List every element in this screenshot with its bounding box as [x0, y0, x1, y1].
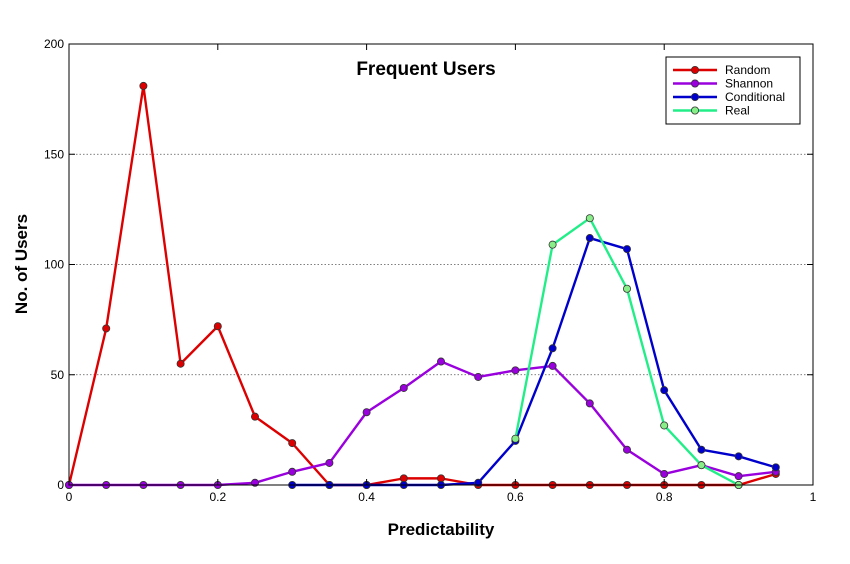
data-point-shannon	[474, 372, 483, 381]
x-tick-label: 0.8	[656, 490, 673, 504]
y-tick-label: 50	[51, 368, 65, 382]
data-point-shannon	[734, 472, 743, 481]
legend-entry-real: Real	[673, 104, 750, 118]
x-tick-label: 0.4	[358, 490, 375, 504]
series-real	[511, 214, 743, 489]
x-tick-label: 0.6	[507, 490, 524, 504]
data-point-real	[660, 421, 669, 430]
legend-label: Shannon	[725, 77, 773, 91]
data-point-random	[213, 322, 222, 331]
data-point-shannon	[399, 383, 408, 392]
legend-entry-shannon: Shannon	[673, 77, 773, 91]
data-point-shannon	[288, 467, 297, 476]
data-point-real	[548, 240, 557, 249]
data-point-shannon	[548, 361, 557, 370]
data-point-shannon	[585, 399, 594, 408]
legend-label: Random	[725, 63, 770, 77]
data-point-shannon	[436, 357, 445, 366]
data-point-conditional	[734, 452, 743, 461]
data-point-real	[697, 461, 706, 470]
data-point-real	[585, 214, 594, 223]
data-point-shannon	[511, 366, 520, 375]
data-point-conditional	[771, 463, 780, 472]
x-tick-label: 0	[66, 490, 73, 504]
data-point-random	[250, 412, 259, 421]
legend-swatch-marker	[691, 93, 700, 102]
y-axis-label: No. of Users	[12, 214, 31, 314]
data-point-shannon	[660, 469, 669, 478]
chart-title: Frequent Users	[356, 59, 495, 80]
x-tick-label: 0.2	[209, 490, 226, 504]
data-point-random	[288, 439, 297, 448]
data-point-conditional	[623, 245, 632, 254]
data-point-conditional	[660, 386, 669, 395]
data-point-shannon	[623, 445, 632, 454]
data-point-real	[623, 284, 632, 293]
legend-swatch-marker	[691, 106, 700, 115]
y-tick-label: 100	[44, 258, 64, 272]
tick-layer: 0 50 100 150 200 0 0.2 0.4 0.6 0.8 1	[44, 37, 817, 504]
data-point-random	[399, 474, 408, 483]
data-point-random	[176, 359, 185, 368]
legend-box	[665, 56, 801, 125]
legend-swatch-marker	[691, 79, 700, 88]
data-point-real	[511, 434, 520, 443]
data-point-shannon	[362, 408, 371, 417]
y-tick-label: 0	[57, 478, 64, 492]
grid-layer	[69, 153, 813, 376]
x-axis-label: Predictability	[388, 520, 495, 539]
data-point-conditional	[548, 344, 557, 353]
legend-label: Real	[725, 104, 750, 118]
legend-entry-conditional: Conditional	[673, 90, 785, 104]
data-point-shannon	[325, 458, 334, 467]
legend-swatch-marker	[691, 66, 700, 75]
legend-entry-random: Random	[673, 63, 770, 77]
y-tick-label: 150	[44, 147, 64, 161]
data-point-random	[139, 81, 148, 90]
data-point-conditional	[697, 445, 706, 454]
data-point-random	[102, 324, 111, 333]
x-tick-label: 1	[810, 490, 817, 504]
data-point-conditional	[585, 234, 594, 243]
y-tick-label: 200	[44, 37, 64, 51]
legend-label: Conditional	[725, 90, 785, 104]
data-point-random	[436, 474, 445, 483]
series-layer	[65, 81, 780, 489]
